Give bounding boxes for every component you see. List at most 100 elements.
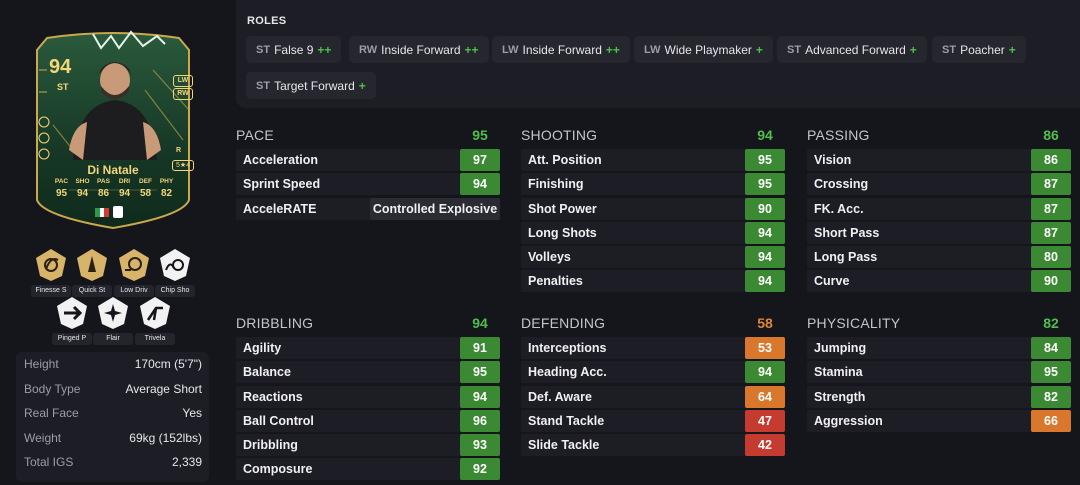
role-position: LW <box>644 43 661 56</box>
role-plus: + <box>909 42 917 57</box>
role-chip[interactable]: ST Advanced Forward + <box>777 36 927 63</box>
info-key: Height <box>24 357 59 372</box>
stat-name: Curve <box>814 274 850 289</box>
stat-group-header: PASSING 86 <box>807 125 1071 145</box>
stat-name: Strength <box>814 389 866 404</box>
stat-name: Finishing <box>528 177 584 192</box>
card-stat-label: PHY <box>159 178 174 185</box>
card-stat-value: 94 <box>76 188 89 199</box>
playstyle-pinged-pass[interactable]: Pinged P <box>52 296 92 345</box>
role-name: Inside Forward <box>522 42 602 57</box>
stat-name: Reactions <box>243 389 303 404</box>
card-player-name: Di Natale <box>87 163 139 177</box>
stat-row: Vision 86 <box>807 149 1071 171</box>
stat-group-dribbling: DRIBBLING 94 Agility 91 Balance 95 Reaction… <box>236 313 500 483</box>
playstyle-flair[interactable]: Flair <box>93 296 133 345</box>
role-chip[interactable]: ST Target Forward + <box>246 72 376 99</box>
stat-group-value: 82 <box>1043 315 1059 331</box>
playstyle-trivela[interactable]: Trivela <box>135 296 175 345</box>
role-plus: + <box>1008 42 1016 57</box>
info-key: Real Face <box>24 406 79 421</box>
stat-row: Strength 82 <box>807 385 1071 408</box>
info-value: Yes <box>182 406 202 421</box>
card-stat-value: 86 <box>97 188 110 199</box>
stat-row: Crossing 87 <box>807 173 1071 196</box>
role-position: ST <box>256 43 271 56</box>
info-row-total-igs: Total IGS 2,339 <box>16 450 209 475</box>
stat-row: Stamina 95 <box>807 361 1071 384</box>
role-plus: ++ <box>317 42 332 57</box>
stat-group-defending: DEFENDING 58 Interceptions 53 Heading Acc.… <box>521 313 785 458</box>
role-chip[interactable]: ST False 9 ++ <box>246 36 342 63</box>
stat-value: 87 <box>1031 173 1071 196</box>
stat-group-title: DRIBBLING <box>236 315 314 331</box>
card-stat-label: DEF <box>139 178 152 185</box>
role-chip[interactable]: RW Inside Forward ++ <box>349 36 489 63</box>
role-position: ST <box>256 79 271 92</box>
info-row-real-face: Real Face Yes <box>16 401 209 426</box>
stat-name: Vision <box>814 153 852 167</box>
playstyle-low-driven-shot[interactable]: Low Driv <box>114 248 154 297</box>
stat-name: Penalties <box>528 274 583 289</box>
stat-group-title: DEFENDING <box>521 315 606 331</box>
playstyle-label: Low Driv <box>114 285 154 297</box>
chip-shot-icon <box>160 249 190 281</box>
roles-panel: ROLES ST False 9 ++ RW Inside Forward ++ LW I… <box>236 0 1080 108</box>
playstyle-label: Quick St <box>72 285 112 297</box>
info-key: Total IGS <box>24 455 74 470</box>
role-chip[interactable]: LW Wide Playmaker + <box>634 36 773 63</box>
stat-name: Composure <box>243 462 313 477</box>
stat-value: 94 <box>745 246 785 269</box>
playstyle-label: Finesse S <box>31 285 71 297</box>
stat-name: Volleys <box>528 250 571 265</box>
stat-group-header: PHYSICALITY 82 <box>807 313 1071 333</box>
stat-group-header: SHOOTING 94 <box>521 125 785 145</box>
stat-group-value: 95 <box>472 127 488 143</box>
skill-weakfoot-badge: 5★4 <box>172 160 194 171</box>
stat-value: 94 <box>745 221 785 244</box>
stat-value: 42 <box>745 434 785 457</box>
role-position: ST <box>787 43 802 56</box>
playstyle-chip-shot[interactable]: Chip Sho <box>155 248 195 297</box>
info-row-weight: Weight 69kg (152lbs) <box>16 426 209 451</box>
card-stat-value: 58 <box>139 188 152 199</box>
playstyle-label: Chip Sho <box>155 285 195 297</box>
stat-value: 92 <box>460 458 500 481</box>
stat-name: Att. Position <box>528 153 602 167</box>
stat-row: Heading Acc. 94 <box>521 361 785 384</box>
role-plus: ++ <box>464 42 479 57</box>
role-plus: ++ <box>605 42 620 57</box>
stat-row: Penalties 94 <box>521 270 785 293</box>
stat-name: Stamina <box>814 365 863 380</box>
stat-name: FK. Acc. <box>814 201 864 216</box>
stat-name: Slide Tackle <box>528 438 600 453</box>
card-stat-label: PAS <box>97 178 110 185</box>
stat-value: 86 <box>1031 149 1071 171</box>
player-panel: 94 ST LW RW R 5★4 Di Natale PAC SHO PAS … <box>0 0 228 485</box>
stat-group-title: PASSING <box>807 127 870 143</box>
playstyle-finesse-shot[interactable]: Finesse S <box>31 248 71 297</box>
stat-value: 95 <box>745 149 785 171</box>
stat-group-value: 86 <box>1043 127 1059 143</box>
role-chip[interactable]: ST Poacher + <box>932 36 1026 63</box>
stat-group-passing: PASSING 86 Vision 86 Crossing 87 FK. Acc. 87… <box>807 125 1071 295</box>
stat-row: Agility 91 <box>236 337 500 359</box>
pinged-pass-icon <box>57 297 87 329</box>
stat-name: Ball Control <box>243 413 314 428</box>
info-value: 69kg (152lbs) <box>129 430 202 445</box>
stat-group-value: 58 <box>757 315 773 331</box>
stat-name: Long Pass <box>814 250 878 265</box>
stat-name: Def. Aware <box>528 389 592 404</box>
info-value: Average Short <box>125 381 203 396</box>
playstyle-quick-step[interactable]: Quick St <box>72 248 112 297</box>
stat-group-header: PACE 95 <box>236 125 500 145</box>
league-logo-icon <box>113 206 123 218</box>
alt-position-badge: RW <box>173 88 193 100</box>
stat-group-value: 94 <box>757 127 773 143</box>
card-frame <box>36 30 190 230</box>
quick-step-icon <box>77 249 107 281</box>
role-chip[interactable]: LW Inside Forward ++ <box>492 36 630 63</box>
playstyle-label: Trivela <box>135 333 175 345</box>
stat-name: Stand Tackle <box>528 413 605 428</box>
stat-value: 87 <box>1031 197 1071 220</box>
